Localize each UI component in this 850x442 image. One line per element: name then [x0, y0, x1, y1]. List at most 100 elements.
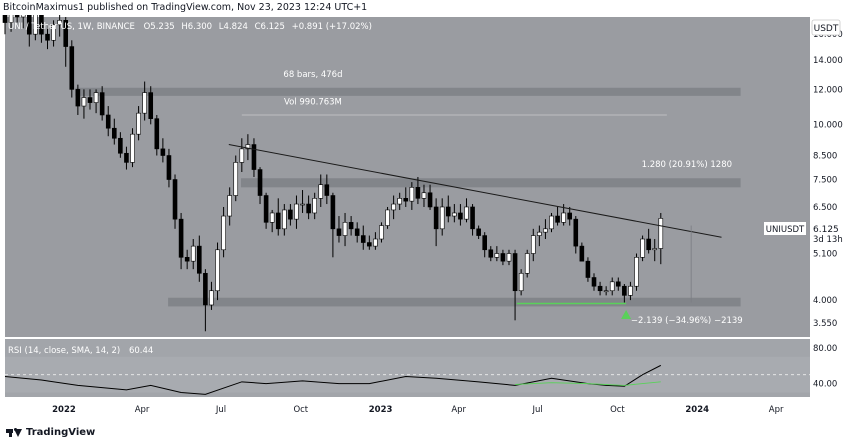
- candle: [99, 92, 105, 116]
- rsi-tick-label: 80.00: [813, 344, 837, 354]
- time-tick-label: 2024: [685, 405, 709, 415]
- candle: [458, 212, 463, 220]
- price-tick-label: 10.000: [813, 120, 843, 130]
- candle: [233, 162, 239, 196]
- candle: [439, 206, 445, 230]
- candle: [391, 203, 396, 211]
- candle: [549, 215, 554, 230]
- candle: [69, 46, 75, 90]
- rsi-tick-label: 40.00: [813, 380, 837, 390]
- candle: [500, 253, 506, 262]
- candle: [45, 33, 50, 41]
- zone-1: [240, 178, 741, 188]
- candle: [312, 198, 317, 214]
- candle: [537, 231, 542, 236]
- candle: [543, 228, 548, 233]
- annotation-2: 1.280 (20.91%) 1280: [642, 160, 732, 170]
- candle: [166, 155, 172, 180]
- time-tick-label: 2022: [52, 405, 76, 415]
- rsi-axis-ticks: 80.00 40.00: [813, 344, 837, 390]
- time-axis-ticks: 2022 Apr Jul Oct 2023 Apr Jul Oct 2024 Apr: [52, 405, 784, 415]
- zone-2: [168, 297, 741, 307]
- candle: [470, 206, 475, 230]
- candle: [348, 222, 354, 230]
- candle: [190, 245, 196, 262]
- annotations: 68 bars, 476d Vol 990.763M 1.280 (20.91%) …: [283, 70, 742, 326]
- candle: [628, 285, 633, 296]
- candle: [573, 218, 579, 247]
- candle: [184, 256, 190, 262]
- candle: [148, 92, 154, 119]
- candle: [239, 148, 245, 163]
- candle: [524, 253, 530, 274]
- candle: [294, 203, 299, 220]
- candle: [379, 225, 384, 240]
- candle: [197, 245, 202, 274]
- chart-legend: UNI / Tether US, 1W, BINANCE O5.235 H6.3…: [8, 22, 372, 32]
- candle: [81, 97, 87, 107]
- candle: [640, 238, 645, 258]
- candle: [318, 184, 324, 199]
- price-tick-label: 7.500: [813, 176, 837, 186]
- candle: [433, 206, 439, 230]
- candle: [403, 198, 409, 202]
- candle: [130, 133, 135, 163]
- candle: [306, 203, 311, 214]
- candle: [63, 20, 69, 47]
- candle: [124, 152, 129, 163]
- rsi-series: [4, 364, 662, 395]
- price-axis[interactable]: [810, 15, 850, 399]
- candle: [409, 187, 415, 202]
- price-tick-label: 8.500: [813, 152, 837, 162]
- candle: [597, 285, 603, 292]
- chart[interactable]: 68 bars, 476d Vol 990.763M 1.280 (20.91%) …: [0, 15, 850, 425]
- candle: [257, 169, 263, 196]
- candle: [51, 24, 56, 41]
- candle: [263, 195, 269, 223]
- candle: [615, 281, 621, 287]
- candle: [476, 228, 481, 236]
- time-tick-label: Oct: [610, 405, 625, 415]
- descending-trendline[interactable]: [228, 144, 722, 238]
- candle: [324, 184, 330, 196]
- candle: [118, 137, 123, 154]
- time-tick-label: Apr: [135, 405, 150, 415]
- time-tick-label: Apr: [451, 405, 466, 415]
- candle: [215, 249, 220, 292]
- tradingview-footer: TradingView: [6, 425, 95, 439]
- candle: [111, 127, 117, 139]
- candle: [2, 15, 8, 23]
- candle: [160, 148, 166, 156]
- annotation-0: 68 bars, 476d: [283, 70, 342, 80]
- candle: [203, 272, 208, 306]
- candle: [178, 218, 184, 258]
- currency-label: USDT: [814, 24, 839, 34]
- candle: [494, 253, 500, 258]
- time-tick-label: Jul: [531, 405, 542, 415]
- last-price-label: UNIUSDT 6.125 3d 13h: [764, 222, 850, 245]
- last-price-symbol: UNIUSDT: [766, 225, 805, 235]
- candle: [445, 206, 451, 217]
- legend-symbol: UNI / Tether US, 1W, BINANCE: [8, 22, 135, 32]
- tradingview-logo-icon: [6, 427, 22, 437]
- candle: [33, 15, 38, 35]
- candles: [2, 15, 664, 332]
- candle: [136, 112, 141, 135]
- candle: [336, 228, 342, 236]
- candle: [330, 195, 336, 230]
- currency-badge: [811, 19, 841, 36]
- candle: [57, 20, 62, 26]
- candle: [367, 242, 372, 247]
- time-tick-label: 2023: [369, 405, 393, 415]
- candle: [482, 235, 488, 251]
- candle: [652, 248, 658, 251]
- candle: [282, 209, 287, 230]
- candle: [20, 15, 26, 18]
- candle: [288, 209, 293, 220]
- price-tick-label: 6.500: [813, 203, 837, 213]
- candle: [221, 215, 226, 251]
- zone-0: [75, 87, 741, 96]
- candle: [421, 192, 427, 199]
- candle: [634, 256, 639, 287]
- candle: [555, 215, 560, 223]
